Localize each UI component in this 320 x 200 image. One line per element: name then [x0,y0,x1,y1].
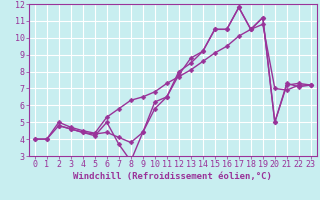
X-axis label: Windchill (Refroidissement éolien,°C): Windchill (Refroidissement éolien,°C) [73,172,272,181]
